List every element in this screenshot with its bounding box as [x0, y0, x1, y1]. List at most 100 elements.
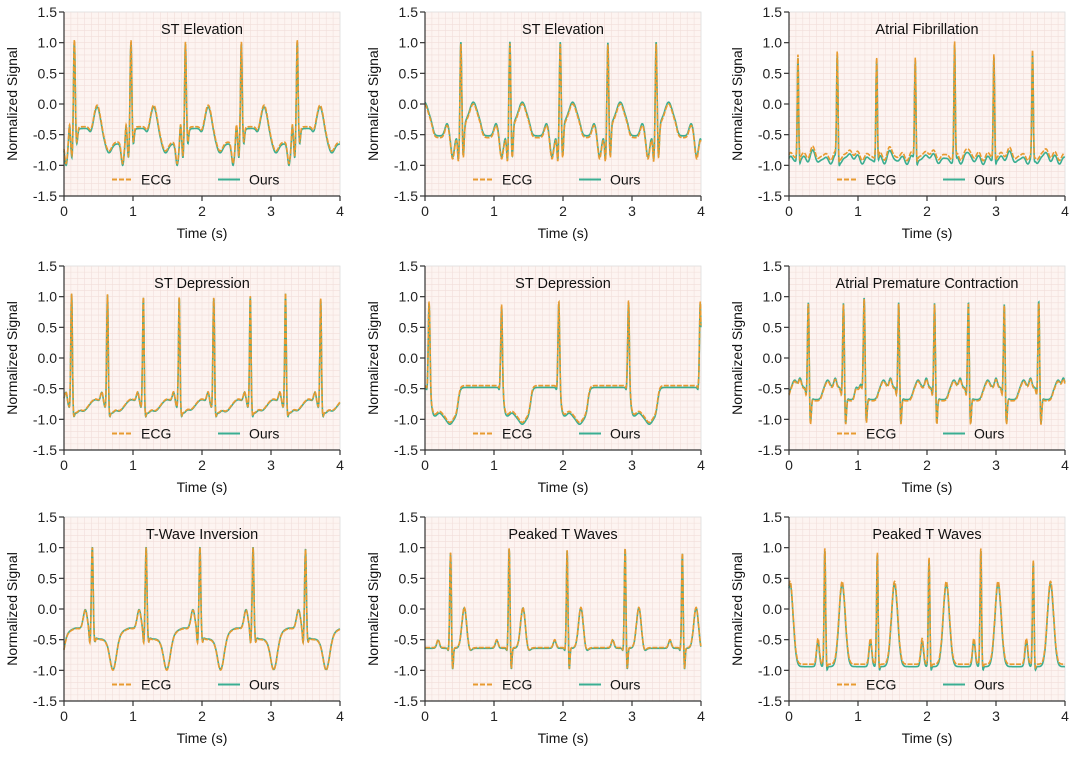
- grid: [425, 517, 701, 701]
- y-tick-label: 0.0: [38, 96, 58, 112]
- legend-ours-label: Ours: [249, 676, 279, 692]
- x-tick-label: 4: [336, 203, 344, 219]
- x-tick-label: 0: [421, 457, 429, 473]
- legend: ECG Ours: [837, 171, 1004, 187]
- chart-title: Peaked T Waves: [508, 527, 617, 543]
- series-ecg-line: [424, 43, 702, 162]
- x-tick-label: 3: [628, 457, 636, 473]
- series-ecg-line: [424, 299, 702, 424]
- series-ecg-line: [788, 548, 1065, 670]
- y-tick-label: 1.0: [763, 35, 783, 51]
- y-axis-label: Normalized Signal: [729, 47, 745, 161]
- legend-ecg-label: ECG: [866, 425, 896, 441]
- x-axis-label: Time (s): [902, 730, 953, 746]
- legend: ECG Ours: [112, 676, 279, 692]
- y-tick-label: 1.5: [399, 4, 419, 20]
- grid: [789, 12, 1065, 196]
- y-tick-label: 0.0: [763, 601, 783, 617]
- y-tick-label: -1.0: [33, 157, 57, 173]
- y-axis-label: Normalized Signal: [365, 301, 381, 415]
- chart-title: Atrial Fibrillation: [875, 22, 978, 38]
- ecg-panel: 0 1 2 3 4 1.5 1.0 0.5 0.0 -0.5 -1.0 -1.5 Time (s) Nor…: [729, 509, 1069, 746]
- legend-ecg-label: ECG: [141, 676, 171, 692]
- y-tick-label: 1.5: [763, 509, 783, 525]
- legend: ECG Ours: [837, 425, 1004, 441]
- y-axis-label: Normalized Signal: [4, 47, 20, 161]
- ecg-panel: 0 1 2 3 4 1.5 1.0 0.5 0.0 -0.5 -1.0 -1.5 Time (s) Nor…: [729, 4, 1069, 241]
- legend: ECG Ours: [112, 171, 279, 187]
- x-tick-label: 2: [923, 708, 931, 724]
- legend-ecg-label: ECG: [502, 425, 532, 441]
- x-tick-label: 3: [267, 708, 275, 724]
- y-tick-label: -1.5: [394, 188, 418, 204]
- legend-ours-label: Ours: [249, 171, 279, 187]
- grid: [425, 266, 701, 450]
- x-tick-label: 4: [1061, 457, 1069, 473]
- chart-title: ST Elevation: [522, 22, 604, 38]
- y-tick-label: -1.0: [394, 662, 418, 678]
- y-tick-label: -0.5: [394, 127, 418, 143]
- y-axis-label: Normalized Signal: [4, 301, 20, 415]
- y-tick-label: 0.5: [763, 319, 783, 335]
- x-tick-label: 2: [198, 203, 206, 219]
- grid: [64, 266, 340, 450]
- x-tick-label: 4: [697, 708, 705, 724]
- x-axis-label: Time (s): [538, 730, 589, 746]
- y-tick-label: -1.0: [758, 662, 782, 678]
- x-tick-label: 2: [923, 203, 931, 219]
- grid: [64, 517, 340, 701]
- y-axis-label: Normalized Signal: [365, 552, 381, 666]
- y-tick-label: -1.0: [33, 662, 57, 678]
- y-tick-label: 0.5: [38, 319, 58, 335]
- x-tick-label: 1: [129, 457, 137, 473]
- ecg-panel: 0 1 2 3 4 1.5 1.0 0.5 0.0 -0.5 -1.0 -1.5 Time (s) Nor…: [4, 4, 344, 241]
- legend-ours-label: Ours: [974, 425, 1004, 441]
- x-tick-label: 2: [198, 457, 206, 473]
- series-ecg-line: [425, 548, 702, 669]
- y-tick-label: 0.5: [763, 65, 783, 81]
- series-ecg-line: [788, 41, 1066, 164]
- x-axis-label: Time (s): [177, 479, 228, 495]
- x-tick-label: 0: [60, 457, 68, 473]
- legend-ecg-label: ECG: [866, 676, 896, 692]
- series-ours-line: [788, 45, 1066, 167]
- y-tick-label: 1.5: [38, 4, 58, 20]
- y-axis-label: Normalized Signal: [729, 301, 745, 415]
- legend-ours-label: Ours: [610, 171, 640, 187]
- y-tick-label: 0.0: [399, 96, 419, 112]
- x-tick-label: 4: [336, 457, 344, 473]
- x-tick-label: 1: [854, 203, 862, 219]
- chart-title: Peaked T Waves: [872, 527, 981, 543]
- y-tick-label: 1.5: [399, 509, 419, 525]
- x-tick-label: 0: [785, 203, 793, 219]
- y-tick-label: 0.5: [399, 65, 419, 81]
- x-tick-label: 2: [559, 708, 567, 724]
- legend-ours-label: Ours: [610, 676, 640, 692]
- series-ecg-line: [788, 299, 1066, 425]
- x-tick-label: 4: [1061, 708, 1069, 724]
- y-tick-label: -1.0: [758, 157, 782, 173]
- x-tick-label: 2: [559, 457, 567, 473]
- x-tick-label: 0: [421, 708, 429, 724]
- x-tick-label: 2: [198, 708, 206, 724]
- x-tick-label: 4: [336, 708, 344, 724]
- y-tick-label: 1.0: [399, 540, 419, 556]
- ecg-panel: 0 1 2 3 4 1.5 1.0 0.5 0.0 -0.5 -1.0 -1.5 Time (s) Nor…: [365, 4, 705, 241]
- y-tick-label: 1.5: [38, 509, 58, 525]
- y-tick-label: 1.0: [38, 35, 58, 51]
- x-tick-label: 0: [785, 708, 793, 724]
- y-tick-label: 1.5: [38, 258, 58, 274]
- y-tick-label: 0.5: [399, 319, 419, 335]
- y-tick-label: 0.5: [763, 570, 783, 586]
- x-tick-label: 2: [559, 203, 567, 219]
- legend-ecg-label: ECG: [866, 171, 896, 187]
- legend-ecg-label: ECG: [502, 171, 532, 187]
- y-tick-label: 0.0: [399, 350, 419, 366]
- x-axis-label: Time (s): [177, 730, 228, 746]
- grid: [789, 517, 1065, 701]
- y-tick-label: 1.0: [763, 289, 783, 305]
- x-axis-label: Time (s): [902, 225, 953, 241]
- x-tick-label: 1: [854, 708, 862, 724]
- y-tick-label: 1.5: [399, 258, 419, 274]
- y-tick-label: -0.5: [33, 381, 57, 397]
